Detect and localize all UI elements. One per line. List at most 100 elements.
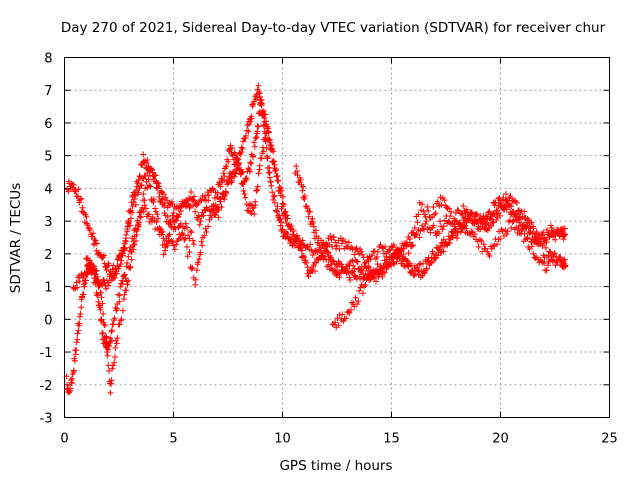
data-point xyxy=(177,220,184,227)
data-point xyxy=(248,160,255,167)
data-point xyxy=(418,267,425,274)
data-point xyxy=(343,315,350,322)
data-point xyxy=(446,239,453,246)
data-point xyxy=(473,219,480,226)
data-point xyxy=(332,319,339,326)
data-point xyxy=(116,321,123,328)
data-point xyxy=(542,236,549,243)
data-point xyxy=(188,265,195,272)
data-point xyxy=(492,199,499,206)
data-point xyxy=(510,218,517,225)
data-point xyxy=(93,267,100,274)
data-point xyxy=(70,367,77,374)
data-point xyxy=(278,205,285,212)
data-point xyxy=(271,199,278,206)
data-point xyxy=(486,252,493,259)
data-point xyxy=(351,251,358,258)
data-point xyxy=(312,227,319,234)
data-point xyxy=(380,263,387,270)
data-point xyxy=(552,262,559,269)
data-point xyxy=(425,207,432,214)
data-point xyxy=(456,220,463,227)
data-point xyxy=(131,241,138,248)
data-point xyxy=(446,205,453,212)
data-point xyxy=(201,232,208,239)
data-point xyxy=(258,155,265,162)
data-point xyxy=(418,207,425,214)
data-point xyxy=(200,212,207,219)
y-tick-label: 6 xyxy=(44,117,52,132)
data-point xyxy=(381,257,388,264)
data-point xyxy=(165,237,172,244)
data-point xyxy=(149,166,156,173)
y-axis-label: SDTVAR / TECUs xyxy=(8,183,24,293)
data-point xyxy=(532,255,539,262)
x-tick-label: 20 xyxy=(492,432,509,447)
data-point xyxy=(181,236,188,243)
data-point xyxy=(268,146,275,153)
data-point xyxy=(301,242,308,249)
data-point xyxy=(70,181,77,188)
data-point xyxy=(153,219,160,226)
data-point xyxy=(111,315,118,322)
data-point xyxy=(158,196,165,203)
data-point xyxy=(70,184,77,191)
data-point xyxy=(135,177,142,184)
data-point xyxy=(118,257,125,264)
data-point xyxy=(282,208,289,215)
data-point xyxy=(373,278,380,285)
data-point xyxy=(124,281,131,288)
data-point xyxy=(482,213,489,220)
data-point xyxy=(178,231,185,238)
data-point xyxy=(274,172,281,179)
data-point xyxy=(551,250,558,257)
data-point xyxy=(300,194,307,201)
data-point xyxy=(374,248,381,255)
y-tick-label: 3 xyxy=(44,215,52,230)
data-point xyxy=(118,316,125,323)
data-point xyxy=(441,217,448,224)
data-point xyxy=(198,238,205,245)
data-point xyxy=(562,231,569,238)
data-point xyxy=(403,242,410,249)
data-point xyxy=(304,264,311,271)
data-point xyxy=(108,377,115,384)
data-point xyxy=(347,306,354,313)
data-point xyxy=(427,260,434,267)
data-point xyxy=(313,259,320,266)
data-point xyxy=(547,249,554,256)
data-point xyxy=(125,217,132,224)
data-point xyxy=(125,277,132,284)
data-point xyxy=(108,328,115,335)
data-point xyxy=(539,232,546,239)
data-point xyxy=(184,224,191,231)
data-point xyxy=(121,244,128,251)
data-point xyxy=(136,172,143,179)
data-point xyxy=(180,223,187,230)
data-point xyxy=(114,335,121,342)
data-point xyxy=(145,176,152,183)
data-point xyxy=(255,88,262,95)
data-point xyxy=(78,196,85,203)
data-point xyxy=(271,161,278,168)
data-point xyxy=(408,262,415,269)
data-point xyxy=(255,123,262,130)
y-tick-label: 1 xyxy=(44,281,52,296)
data-point xyxy=(543,267,550,274)
data-point xyxy=(76,199,83,206)
data-point xyxy=(242,175,249,182)
data-point xyxy=(125,253,132,260)
data-point xyxy=(251,143,258,150)
data-point xyxy=(519,226,526,233)
data-point xyxy=(242,132,249,139)
data-point xyxy=(64,381,71,388)
data-point xyxy=(205,223,212,230)
data-point xyxy=(74,330,81,337)
data-point xyxy=(268,182,275,189)
data-point xyxy=(454,207,461,214)
data-point xyxy=(411,224,418,231)
data-point xyxy=(306,208,313,215)
data-point xyxy=(539,242,546,249)
data-point xyxy=(494,207,501,214)
data-point xyxy=(327,233,334,240)
